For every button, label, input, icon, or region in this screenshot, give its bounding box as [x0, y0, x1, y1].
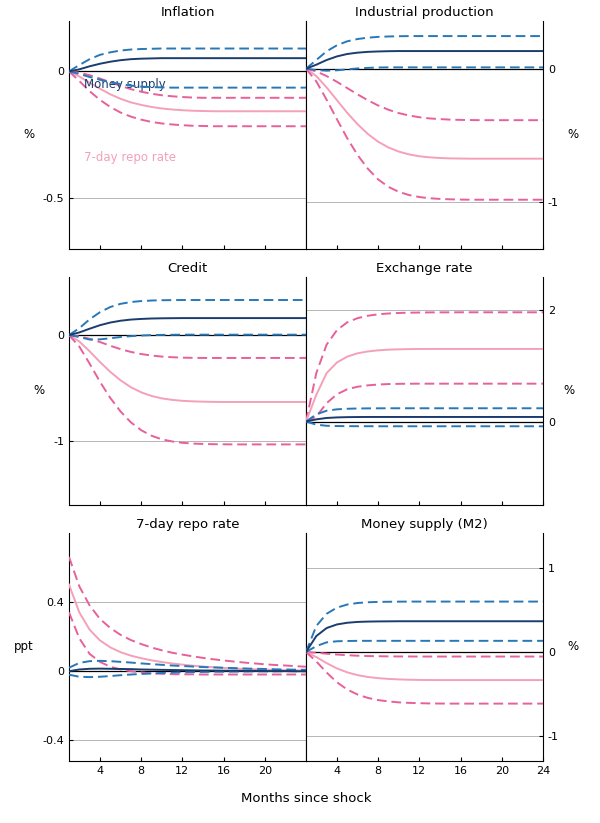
Title: Money supply (M2): Money supply (M2)	[361, 518, 488, 532]
Y-axis label: %: %	[563, 384, 574, 398]
Y-axis label: %: %	[567, 128, 578, 142]
Title: Inflation: Inflation	[160, 7, 215, 20]
Y-axis label: %: %	[34, 384, 45, 398]
Title: Credit: Credit	[167, 263, 208, 276]
Y-axis label: ppt: ppt	[14, 640, 34, 653]
Text: Months since shock: Months since shock	[241, 792, 371, 805]
Title: Exchange rate: Exchange rate	[376, 263, 473, 276]
Title: Industrial production: Industrial production	[355, 7, 494, 20]
Y-axis label: %: %	[567, 640, 578, 653]
Text: Money supply: Money supply	[85, 78, 166, 91]
Text: 7-day repo rate: 7-day repo rate	[85, 151, 176, 165]
Y-axis label: %: %	[23, 128, 34, 142]
Title: 7-day repo rate: 7-day repo rate	[136, 518, 239, 532]
